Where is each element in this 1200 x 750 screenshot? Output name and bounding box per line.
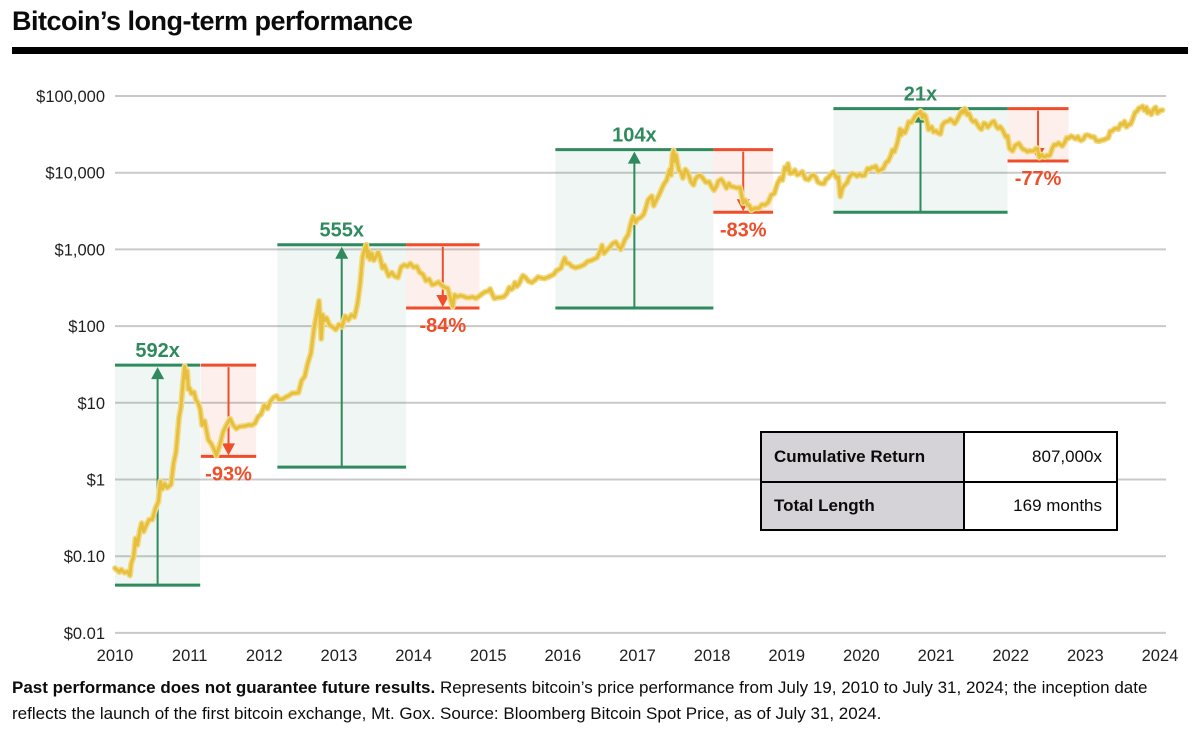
summary-table: Cumulative Return 807,000x Total Length … xyxy=(760,431,1118,531)
disclaimer-text: Past performance does not guarantee futu… xyxy=(12,675,1172,726)
x-axis-label: 2018 xyxy=(694,647,731,665)
x-axis-label: 2016 xyxy=(544,647,581,665)
bull-run-label: 21x xyxy=(904,84,937,106)
y-axis-label: $100 xyxy=(68,318,105,336)
summary-row-label: Total Length xyxy=(762,481,965,529)
disclaimer-bold: Past performance does not guarantee futu… xyxy=(12,678,436,697)
bull-run-annotation: 555x xyxy=(277,220,407,469)
summary-row-value: 807,000x xyxy=(965,433,1116,481)
y-axis-label: $1 xyxy=(87,472,105,490)
up-arrow-icon xyxy=(151,367,165,380)
y-axis-label: $1,000 xyxy=(55,241,105,259)
up-arrow-icon xyxy=(627,151,641,164)
y-axis-label: $0.10 xyxy=(64,548,105,566)
drawdown-annotation: -84% xyxy=(406,243,480,337)
y-axis-label: $10,000 xyxy=(45,165,105,183)
disclaimer-rest: Represents bitcoin’s price performance f… xyxy=(12,678,1148,723)
x-axis-label: 2011 xyxy=(172,647,207,665)
x-axis-label: 2013 xyxy=(321,647,358,665)
x-axis-label: 2012 xyxy=(246,647,283,665)
x-axis-label: 2024 xyxy=(1142,647,1179,665)
x-axis-label: 2020 xyxy=(843,647,880,665)
down-arrow-icon xyxy=(436,295,450,308)
price-line xyxy=(113,104,1164,577)
x-axis-label: 2021 xyxy=(918,647,955,665)
y-axis-label: $100,000 xyxy=(36,88,105,106)
bull-run-label: 592x xyxy=(135,340,180,362)
page-title: Bitcoin’s long-term performance xyxy=(12,6,413,36)
bull-run-label: 104x xyxy=(612,125,657,147)
up-arrow-icon xyxy=(335,246,349,259)
x-axis-label: 2017 xyxy=(619,647,656,665)
bull-run-annotation: 592x xyxy=(115,340,201,587)
x-axis-label: 2014 xyxy=(395,647,432,665)
drawdown-label: -84% xyxy=(419,315,466,337)
y-axis-label: $0.01 xyxy=(64,625,105,643)
summary-row-value: 169 months xyxy=(965,481,1116,529)
x-axis-label: 2010 xyxy=(97,647,134,665)
x-axis-label: 2022 xyxy=(992,647,1029,665)
x-axis-label: 2015 xyxy=(470,647,507,665)
x-axis-label: 2019 xyxy=(768,647,805,665)
drawdown-label: -93% xyxy=(205,463,252,485)
drawdown-label: -77% xyxy=(1015,168,1062,190)
bull-run-annotation: 21x xyxy=(833,84,1008,214)
down-arrow-icon xyxy=(222,443,236,456)
title-rule xyxy=(12,47,1188,54)
drawdown-label: -83% xyxy=(720,219,767,241)
summary-row-label: Cumulative Return xyxy=(762,433,965,481)
y-axis-label: $10 xyxy=(77,395,105,413)
bull-run-label: 555x xyxy=(319,220,364,242)
x-axis-label: 2023 xyxy=(1067,647,1104,665)
